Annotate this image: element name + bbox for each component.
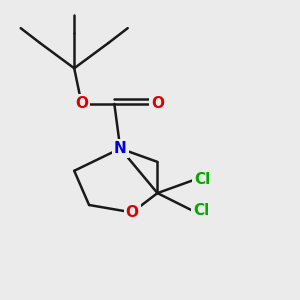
Text: Cl: Cl bbox=[195, 172, 211, 187]
Text: O: O bbox=[151, 96, 164, 111]
Text: O: O bbox=[126, 205, 139, 220]
Text: N: N bbox=[114, 141, 127, 156]
Text: O: O bbox=[75, 96, 88, 111]
Text: Cl: Cl bbox=[193, 203, 209, 218]
